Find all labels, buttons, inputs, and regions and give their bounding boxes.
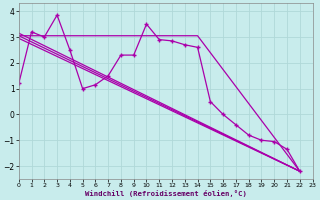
X-axis label: Windchill (Refroidissement éolien,°C): Windchill (Refroidissement éolien,°C) bbox=[85, 190, 247, 197]
